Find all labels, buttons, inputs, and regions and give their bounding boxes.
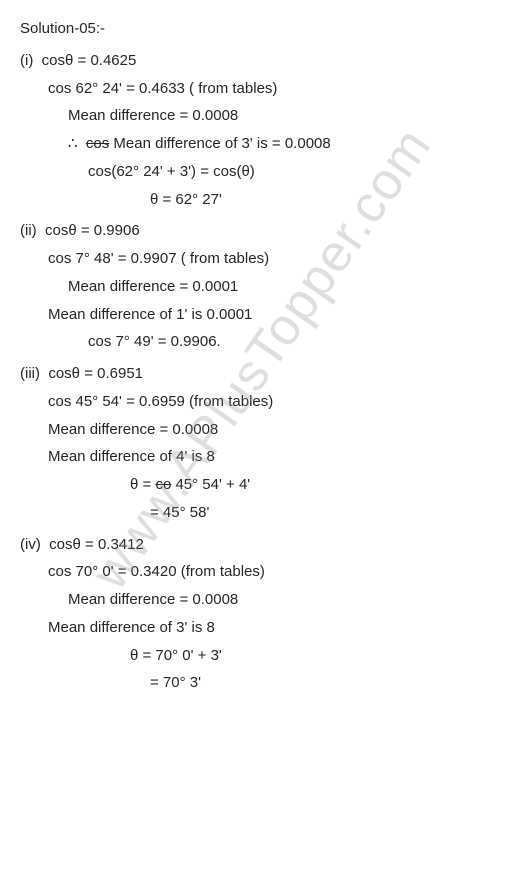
part-iv-step: θ = 70° 0' + 3' xyxy=(20,645,503,667)
part-i-heading: (i) cosθ = 0.4625 xyxy=(20,50,503,72)
part-iv-meandiff: Mean difference = 0.0008 xyxy=(20,589,503,611)
part-iv-heading: (iv) cosθ = 0.3412 xyxy=(20,534,503,556)
part-iv-meandiff-of: Mean difference of 3' is 8 xyxy=(20,617,503,639)
part-iii-step: θ = co 45° 54' + 4' xyxy=(20,474,503,496)
watermark-text: www.APlusTopper.com xyxy=(73,113,449,605)
solution-title: Solution-05:- xyxy=(20,18,503,40)
part-eq: cosθ = 0.3412 xyxy=(49,536,144,553)
step-rest: 45° 54' + 4' xyxy=(171,476,250,493)
part-eq: cosθ = 0.9906 xyxy=(45,222,140,239)
part-iii-result: = 45° 58' xyxy=(20,502,503,524)
part-ii-meandiff-of: Mean difference of 1' is 0.0001 xyxy=(20,304,503,326)
part-iii-meandiff-of: Mean difference of 4' is 8 xyxy=(20,446,503,468)
strike-co: co xyxy=(155,476,171,493)
part-i-step: cos(62° 24' + 3') = cos(θ) xyxy=(20,161,503,183)
part-eq: cosθ = 0.6951 xyxy=(48,365,143,382)
part-i-meandiff: Mean difference = 0.0008 xyxy=(20,105,503,127)
part-label: (ii) xyxy=(20,222,37,239)
theta-eq: θ = xyxy=(130,476,155,493)
part-label: (i) xyxy=(20,52,33,69)
part-i-tables: cos 62° 24' = 0.4633 ( from tables) xyxy=(20,78,503,100)
part-ii-tables: cos 7° 48' = 0.9907 ( from tables) xyxy=(20,248,503,270)
part-iii-tables: cos 45° 54' = 0.6959 (from tables) xyxy=(20,391,503,413)
part-iv-result: = 70° 3' xyxy=(20,672,503,694)
part-iii-meandiff: Mean difference = 0.0008 xyxy=(20,419,503,441)
part-label: (iv) xyxy=(20,536,41,553)
part-label: (iii) xyxy=(20,365,40,382)
part-ii-heading: (ii) cosθ = 0.9906 xyxy=(20,220,503,242)
strike-cos: cos xyxy=(86,135,109,152)
mean-diff-of-text: Mean difference of 3' is = 0.0008 xyxy=(113,135,330,152)
part-ii-meandiff: Mean difference = 0.0001 xyxy=(20,276,503,298)
part-i-meandiff-of: ∴ cos Mean difference of 3' is = 0.0008 xyxy=(20,133,503,155)
part-iii-heading: (iii) cosθ = 0.6951 xyxy=(20,363,503,385)
part-eq: cosθ = 0.4625 xyxy=(42,52,137,69)
part-iv-tables: cos 70° 0' = 0.3420 (from tables) xyxy=(20,561,503,583)
part-i-result: θ = 62° 27' xyxy=(20,189,503,211)
handwritten-solution-page: www.APlusTopper.com Solution-05:- (i) co… xyxy=(0,0,523,718)
part-ii-result: cos 7° 49' = 0.9906. xyxy=(20,331,503,353)
therefore-text: ∴ xyxy=(68,135,86,152)
